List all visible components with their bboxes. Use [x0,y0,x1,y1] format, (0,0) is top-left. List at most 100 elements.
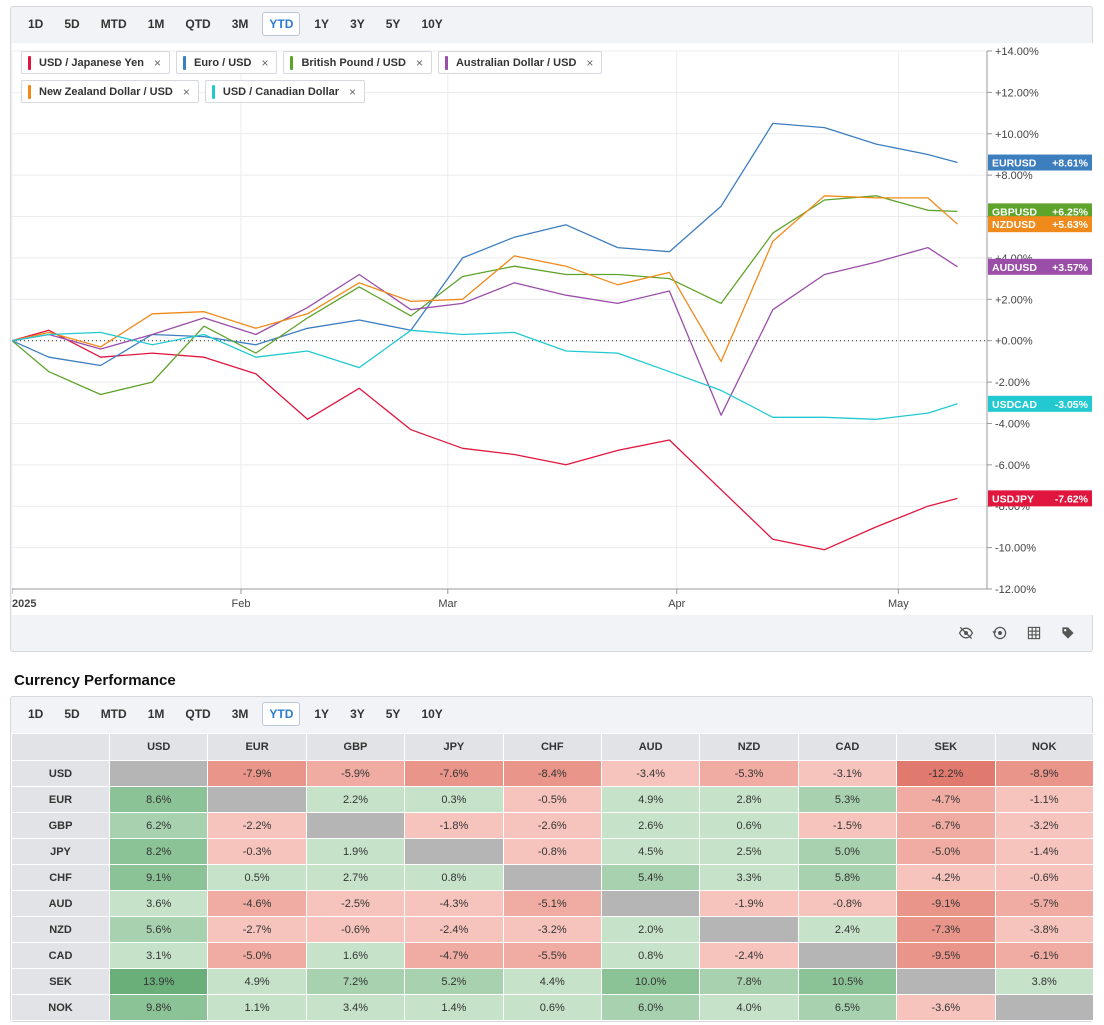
table-header-row: USD EUR GBP JPY CHF AUD NZD CAD SEK NOK [11,733,1094,761]
row-header: GBP [11,812,110,839]
table-cell: 8.2% [108,838,209,865]
chart-range-1m[interactable]: 1M [147,17,165,31]
legend-chip[interactable]: Australian Dollar / USD × [437,51,603,74]
x-tick-label: Feb [231,598,250,610]
close-icon[interactable]: × [586,55,594,70]
chart-range-3y[interactable]: 3Y [350,17,365,31]
table-cell: 2.0% [600,916,701,943]
end-label-value: -3.05% [1055,399,1089,411]
chart-range-5d[interactable]: 5D [64,17,80,31]
table-cell: 6.0% [600,994,701,1021]
perf-range-ytd[interactable]: YTD [262,702,301,726]
series-line-audusd[interactable] [11,246,958,416]
y-tick-label: +10.00% [995,129,1039,141]
close-icon[interactable]: × [261,55,269,70]
legend-swatch [444,55,448,70]
perf-range-10y[interactable]: 10Y [421,707,443,721]
table-cell: 9.8% [108,994,209,1021]
end-label-audusd: AUDUSD +3.57% [988,258,1092,275]
perf-range-3m[interactable]: 3M [231,707,249,721]
column-header: AUD [600,733,701,761]
reset-icon[interactable] [992,625,1010,643]
chart-range-3m[interactable]: 3M [231,17,249,31]
legend-label: Euro / USD [193,56,252,69]
table-cell: -2.5% [305,890,406,917]
legend-chip[interactable]: Euro / USD × [175,51,278,74]
legend-chip[interactable]: USD / Canadian Dollar × [204,80,366,103]
table-cell [502,864,602,891]
perf-range-3y[interactable]: 3Y [350,707,365,721]
table-cell: -5.5% [502,942,602,969]
end-label-usdjpy: USDJPY -7.62% [988,490,1092,507]
column-header: USD [108,733,209,761]
close-icon[interactable]: × [415,55,423,70]
perf-range-qtd[interactable]: QTD [185,707,211,721]
table-row: CAD 3.1% -5.0% 1.6% -4.7% -5.5% 0.8% -2.4% -9.5%… [11,942,1094,969]
end-label-bg [988,216,1092,233]
close-icon[interactable]: × [153,55,161,70]
column-header: EUR [207,733,307,761]
table-cell: -6.1% [994,942,1094,969]
chart-range-qtd[interactable]: QTD [185,17,211,31]
y-tick-label: +2.00% [995,294,1033,306]
end-label-value: +6.25% [1052,206,1089,218]
end-label-gbpusd: GBPUSD +6.25% [988,203,1092,220]
legend-label: New Zealand Dollar / USD [39,85,173,98]
perf-range-1d[interactable]: 1D [28,707,44,721]
perf-range-5d[interactable]: 5D [64,707,80,721]
end-label-bg [988,258,1092,275]
legend-chip[interactable]: USD / Japanese Yen × [21,51,170,74]
table-cell: 5.4% [600,864,701,891]
y-tick-label: -6.00% [995,460,1030,472]
legend-chip[interactable]: British Pound / USD × [283,51,432,74]
close-icon[interactable]: × [182,84,190,99]
chart-range-10y[interactable]: 10Y [421,17,443,31]
table-cell: -6.7% [896,812,996,839]
series-line-eurusd[interactable] [11,122,958,367]
chart-panel: 1D 5D MTD 1M QTD 3M YTD 1Y 3Y 5Y 10Y +14.00% +12.00… [10,6,1093,652]
end-label-usdcad: USDCAD -3.05% [988,395,1092,412]
perf-range-5y[interactable]: 5Y [385,707,401,721]
column-header: NOK [994,733,1094,761]
table-cell: -2.4% [404,916,504,943]
table-cell: -2.2% [207,812,307,839]
table-cell [305,812,406,839]
chart-range-mtd[interactable]: MTD [100,17,127,31]
legend-chip[interactable]: New Zealand Dollar / USD × [21,80,199,103]
series-line-usdjpy[interactable] [11,329,958,551]
column-header: CAD [797,733,898,761]
y-tick-label: -4.00% [995,418,1030,430]
table-cell: -0.8% [797,890,898,917]
table-cell: -1.9% [699,890,799,917]
series-line-nzdusd[interactable] [11,195,958,363]
performance-table: USD EUR GBP JPY CHF AUD NZD CAD SEK NOK USD -7.9% -5… [11,733,1094,1021]
table-cell [600,890,701,917]
row-header: SEK [11,968,110,995]
line-chart[interactable]: +14.00%+12.00%+10.00%+8.00%+6.00%+4.00%+… [11,43,1093,615]
table-cell: 5.8% [797,864,898,891]
table-cell: 3.8% [994,968,1094,995]
perf-range-1m[interactable]: 1M [147,707,165,721]
row-header: CHF [11,864,110,891]
table-cell: -0.5% [502,786,602,813]
hide-icon[interactable] [958,625,976,643]
chart-toolbar [958,625,1078,643]
chart-range-5y[interactable]: 5Y [385,17,401,31]
chart-range-ytd[interactable]: YTD [262,12,301,36]
table-row: NOK 9.8% 1.1% 3.4% 1.4% 0.6% 6.0% 4.0% 6.5% -3.6% [11,994,1094,1021]
table-cell: 10.5% [797,968,898,995]
chart-range-1y[interactable]: 1Y [314,17,330,31]
table-cell: 2.7% [305,864,406,891]
end-label-value: -7.62% [1055,493,1089,505]
close-icon[interactable]: × [349,84,357,99]
chart-range-1d[interactable]: 1D [28,17,44,31]
performance-range-selector: 1D 5D MTD 1M QTD 3M YTD 1Y 3Y 5Y 10Y [21,697,457,731]
end-label-bg [988,203,1092,220]
perf-range-1y[interactable]: 1Y [314,707,330,721]
grid-icon[interactable] [1026,625,1044,643]
series-line-gbpusd[interactable] [11,195,958,396]
table-cell: 3.6% [108,890,209,917]
tag-icon[interactable] [1060,625,1078,643]
series-line-usdcad[interactable] [11,329,958,420]
perf-range-mtd[interactable]: MTD [100,707,127,721]
